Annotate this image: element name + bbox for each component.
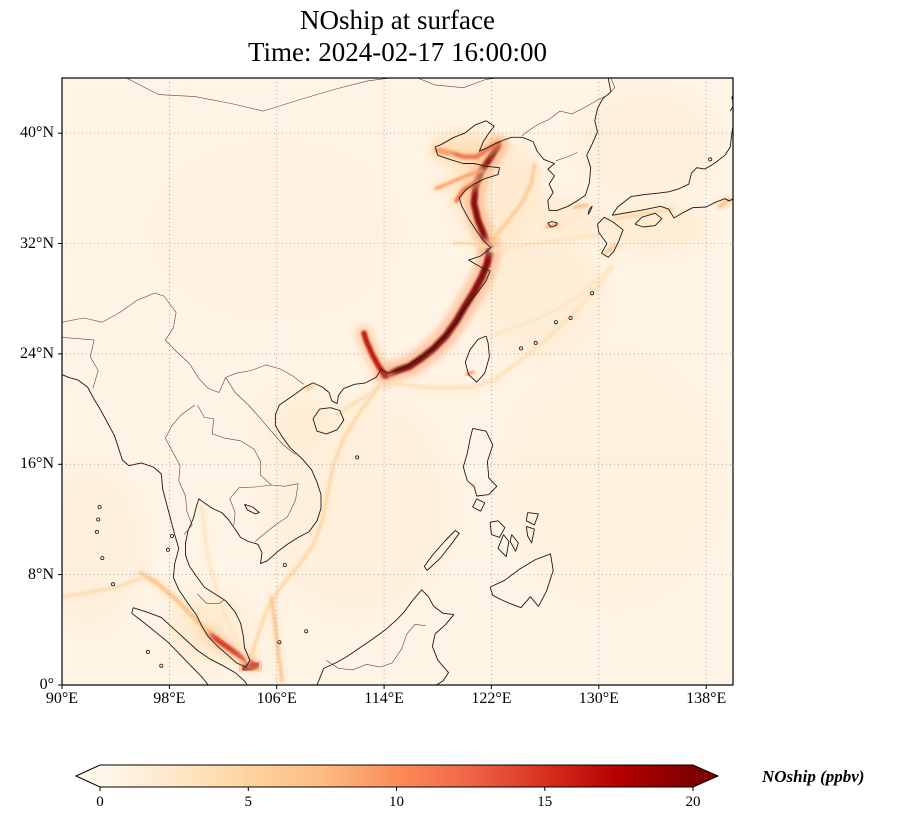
x-tick-label: 122°E [471,690,512,707]
map-canvas [58,77,734,689]
y-tick-label: 0° [39,676,54,693]
y-tick-label: 16°N [20,455,54,473]
colorbar-tick-label: 0 [96,794,104,810]
colorbar-tick-label: 20 [685,794,701,810]
colorbar-tick-label: 10 [389,794,404,810]
y-tick-label: 32°N [20,234,54,252]
y-tick-label: 24°N [20,344,54,362]
colorbar-label: NOship (ppbv) [762,767,865,786]
y-tick-label: 8°N [28,565,54,583]
x-tick-label: 114°E [364,690,404,707]
plot-title: NOship at surface [300,5,495,35]
colorbar-tick-label: 15 [537,794,553,810]
colorbar [75,764,720,791]
x-tick-label: 138°E [686,690,727,707]
y-tick-label: 40°N [20,124,54,142]
x-tick-label: 90°E [45,690,79,707]
x-tick-label: 130°E [578,690,619,707]
x-tick-label: 98°E [153,690,186,707]
x-tick-label: 106°E [256,690,297,707]
colorbar-tick-label: 5 [244,794,253,810]
plot-subtitle-time: Time: 2024-02-17 16:00:00 [247,37,548,67]
